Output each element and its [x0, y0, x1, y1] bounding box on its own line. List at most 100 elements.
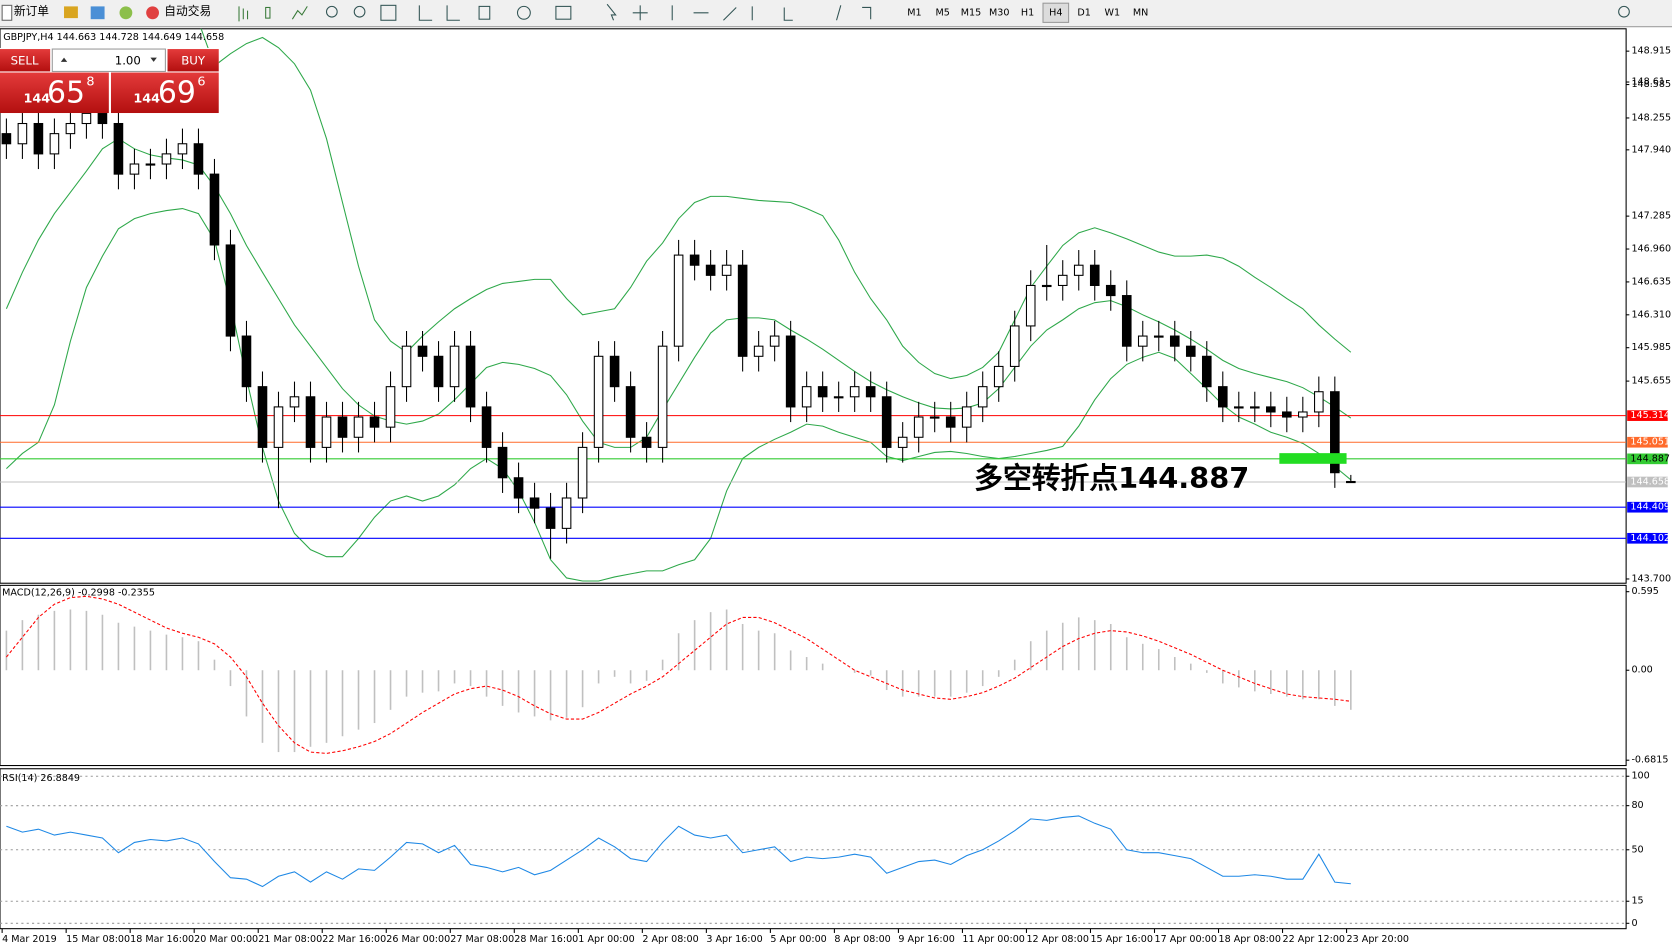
x-tick-label: 11 Apr 00:00: [962, 934, 1024, 945]
line-tool[interactable]: [291, 6, 308, 20]
candle-body: [129, 163, 140, 175]
icon[interactable]: [64, 6, 78, 19]
candle-body: [1217, 386, 1228, 408]
candle-body: [1057, 274, 1068, 286]
timeframe-button[interactable]: M1: [907, 7, 921, 18]
candle-body: [833, 396, 844, 399]
sell-button[interactable]: [0, 49, 51, 72]
timeframe-button[interactable]: M15: [961, 7, 981, 18]
x-tick-label: 9 Apr 16:00: [898, 934, 954, 945]
x-tick-label: 21 Mar 08:00: [258, 934, 322, 945]
zoom-out[interactable]: [353, 5, 366, 18]
buy-button[interactable]: [167, 49, 219, 72]
new-order-button[interactable]: 新订单: [14, 4, 49, 18]
y-tick-label: 147.285: [1631, 211, 1671, 222]
candle-body: [337, 416, 348, 438]
timeframe-button[interactable]: D1: [1077, 7, 1090, 18]
candle-body: [433, 355, 444, 388]
tile[interactable]: [380, 4, 397, 21]
price-level-label: 145.314: [1630, 410, 1670, 421]
rsi-plot: [0, 775, 1627, 924]
crosshair[interactable]: [632, 5, 648, 21]
candle-body: [961, 406, 972, 428]
timeframe-button[interactable]: MN: [1133, 7, 1148, 18]
toolbar: 新订单 自动交易 M1 M5 M15 M30 H1 H4 D1 W1 MN: [0, 0, 1672, 28]
x-tick-label: 12 Apr 08:00: [1026, 934, 1088, 945]
x-tick-label: 20 Mar 00:00: [194, 934, 258, 945]
x-tick-label: 18 Apr 08:00: [1219, 934, 1281, 945]
macd-signal: [5, 595, 1351, 754]
timeframe-button[interactable]: M30: [989, 7, 1009, 18]
x-tick-label: 1 Apr 00:00: [578, 934, 634, 945]
periods[interactable]: [516, 5, 531, 20]
candle-body: [801, 386, 812, 408]
draw-tools[interactable]: [671, 5, 793, 21]
bid-box[interactable]: [0, 72, 109, 114]
candle-body: [817, 386, 828, 398]
timeframe-button[interactable]: H4: [1049, 7, 1062, 18]
candle-body: [1298, 411, 1308, 418]
text-tools[interactable]: [836, 5, 872, 21]
rsi-title: RSI(14) 26.8849: [2, 773, 80, 784]
icon[interactable]: [119, 6, 133, 20]
x-tick-label: 15 Apr 16:00: [1090, 934, 1152, 945]
x-tick-label: 22 Apr 12:00: [1283, 934, 1345, 945]
chart-tools: [238, 6, 308, 22]
auto-trading-button[interactable]: 自动交易: [164, 4, 211, 18]
search[interactable]: [1618, 5, 1630, 18]
pivot-marker: [1279, 453, 1347, 464]
candle-body: [1314, 391, 1324, 413]
scroll-tools[interactable]: [418, 5, 460, 21]
candle-body: [1121, 295, 1132, 347]
y-tick-label: 145.985: [1631, 342, 1671, 353]
templates[interactable]: [555, 5, 572, 20]
candle-body: [1185, 345, 1196, 357]
ask-box[interactable]: [110, 72, 219, 114]
cursor[interactable]: [606, 3, 617, 21]
candle-body: [241, 335, 252, 388]
price-plot: [0, 28, 1627, 582]
candle-body: [753, 345, 764, 357]
candle-body: [721, 264, 732, 276]
bar-chart-tool[interactable]: [238, 6, 249, 22]
timeframe-button[interactable]: H1: [1021, 7, 1034, 18]
price-level-tag: [1627, 501, 1668, 513]
icon[interactable]: [90, 6, 105, 20]
candle-body: [993, 365, 1004, 388]
candle-tool[interactable]: [265, 6, 271, 19]
timeframe-button[interactable]: M5: [936, 7, 950, 18]
y-tick-label: 80: [1631, 800, 1643, 811]
candle-body: [417, 345, 428, 357]
buy-label: BUY: [181, 53, 206, 67]
candle-body: [881, 396, 892, 448]
candle-body: [1282, 411, 1292, 418]
timeframe-button[interactable]: W1: [1105, 7, 1121, 18]
y-tick-label: 100: [1631, 771, 1649, 782]
x-tick-label: 17 Apr 00:00: [1155, 934, 1217, 945]
candle-body: [321, 416, 332, 448]
bid-big: 144: [23, 92, 50, 107]
lot-input[interactable]: [51, 48, 166, 72]
candle-body: [353, 416, 364, 438]
auto-trading-icon: [146, 6, 159, 20]
candle-body: [225, 244, 236, 337]
candle-body: [1009, 325, 1020, 367]
candle-body: [897, 436, 908, 448]
x-tick-label: 15 Mar 08:00: [66, 934, 130, 945]
candle-body: [625, 386, 636, 438]
candle-body: [449, 345, 460, 388]
axes: 148.915 148.585 148.255 147.940 148.61 147.28…: [1, 46, 1671, 945]
candle-body: [657, 345, 668, 448]
indicators[interactable]: [478, 5, 491, 20]
price-level-label: 144.658: [1630, 477, 1670, 488]
price-level-tag: [1627, 476, 1668, 488]
x-tick-label: 28 Mar 16:00: [514, 934, 578, 945]
main-panel: [0, 28, 1627, 584]
bid-sup: 8: [86, 75, 94, 90]
y-tick-label: 147.940: [1631, 144, 1671, 155]
x-tick-label: 3 Apr 16:00: [706, 934, 762, 945]
timeframes: M1 M5 M15 M30 H1 H4 D1 W1 MN: [907, 2, 1148, 23]
zoom-in[interactable]: [325, 5, 338, 18]
candle-body: [593, 355, 604, 448]
candle-body: [945, 416, 956, 428]
